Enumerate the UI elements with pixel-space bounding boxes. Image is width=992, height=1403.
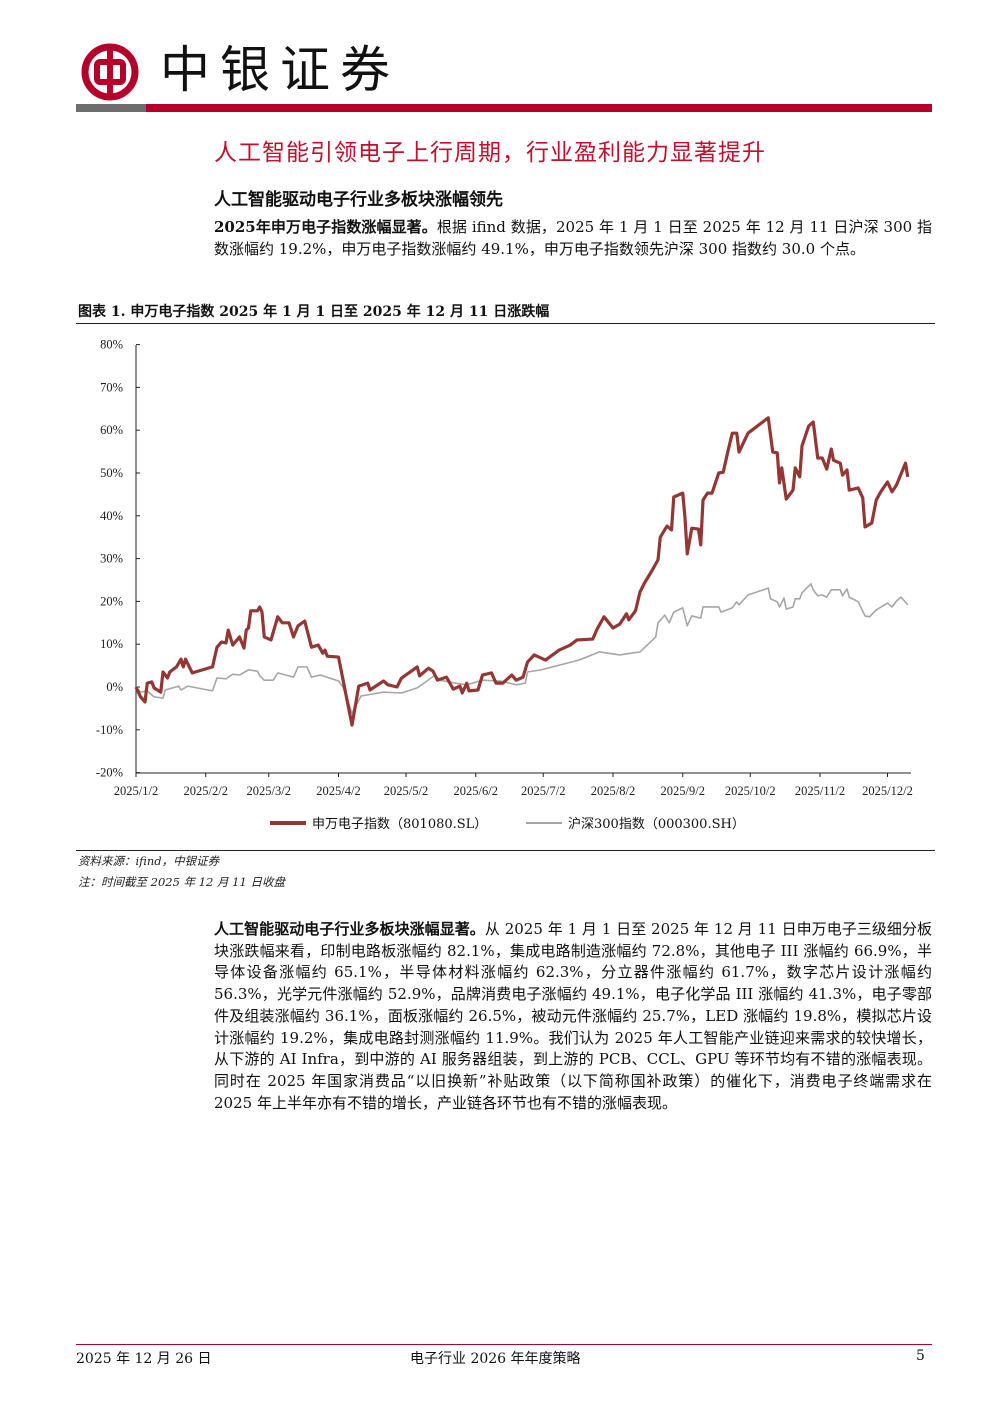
figure-source: 资料来源：ifind，中银证券 (78, 854, 220, 868)
x-tick-label: 2025/1/2 (114, 784, 158, 798)
y-tick-label: 60% (100, 423, 123, 437)
paragraph-2-lead: 人工智能驱动电子行业多板块涨幅显著。 (214, 920, 485, 938)
x-tick-label: 2025/8/2 (591, 784, 635, 798)
y-tick-label: 30% (100, 552, 123, 566)
x-tick-label: 2025/4/2 (316, 784, 360, 798)
header-bar-grey (76, 104, 146, 112)
x-tick-label: 2025/7/2 (521, 784, 565, 798)
x-tick-label: 2025/11/2 (795, 784, 845, 798)
footer-rule (76, 1344, 932, 1345)
legend-label: 沪深300指数（000300.SH） (568, 817, 745, 832)
x-tick-label: 2025/9/2 (661, 784, 705, 798)
y-tick-label: 20% (100, 594, 123, 608)
figure-note: 注：时间截至 2025 年 12 月 11 日收盘 (78, 875, 285, 889)
legend-label: 申万电子指数（801080.SL） (312, 817, 488, 832)
series-line-csi300 (135, 583, 909, 714)
y-tick-label: 50% (100, 466, 123, 480)
page-number: 5 (916, 1348, 925, 1364)
paragraph-1: 2025年申万电子指数涨幅显著。根据 ifind 数据，2025 年 1 月 1… (214, 217, 932, 260)
x-tick-label: 2025/5/2 (384, 784, 428, 798)
legend-swatch-red (270, 820, 306, 825)
line-chart: -20% -10% 0% 10% 20% 30% 40% 50% 60% 70% 80% 2025/1… (96, 338, 913, 798)
x-tick-label: 2025/12/2 (862, 784, 913, 798)
x-tick-label: 2025/6/2 (454, 784, 498, 798)
legend-swatch-grey (526, 821, 562, 824)
paragraph-1-lead: 2025年申万电子指数涨幅显著。 (214, 218, 437, 236)
figure-top-rule (76, 323, 935, 324)
y-tick-label: -10% (96, 723, 123, 737)
y-tick-label: 10% (100, 637, 123, 651)
legend-item-csi300: 沪深300指数（000300.SH） (526, 813, 745, 832)
series-line-sw-electronics (134, 416, 910, 727)
x-tick-label: 2025/10/2 (725, 784, 776, 798)
y-tick-label: 70% (100, 380, 123, 394)
brand-name: 中银证券 (160, 41, 400, 99)
footer-date: 2025 年 12 月 26 日 (76, 1351, 212, 1367)
brand-logo-icon (81, 43, 139, 101)
y-tick-label: 0% (106, 680, 123, 694)
x-tick-label: 2025/3/2 (247, 784, 291, 798)
y-tick-label: 80% (100, 338, 123, 352)
paragraph-2: 人工智能驱动电子行业多板块涨幅显著。从 2025 年 1 月 1 日至 2025… (214, 919, 932, 1114)
figure-title: 图表 1. 申万电子指数 2025 年 1 月 1 日至 2025 年 12 月… (78, 304, 550, 320)
y-tick-label: 40% (100, 509, 123, 523)
paragraph-1-text: 根据 ifind 数据，2025 年 1 月 1 日至 2025 年 12 月 … (214, 218, 933, 258)
y-tick-label: -20% (96, 766, 123, 780)
legend-item-sw-electronics: 申万电子指数（801080.SL） (270, 813, 487, 832)
figure-bottom-rule (76, 850, 935, 851)
subsection-title: 人工智能驱动电子行业多板块涨幅领先 (214, 190, 503, 210)
paragraph-2-text: 从 2025 年 1 月 1 日至 2025 年 12 月 11 日申万电子三级… (214, 920, 932, 1112)
x-tick-label: 2025/2/2 (184, 784, 228, 798)
section-title: 人工智能引领电子上行周期，行业盈利能力显著提升 (214, 140, 766, 166)
footer-doc-title: 电子行业 2026 年年度策略 (410, 1351, 581, 1367)
header-bar-red (146, 104, 932, 112)
